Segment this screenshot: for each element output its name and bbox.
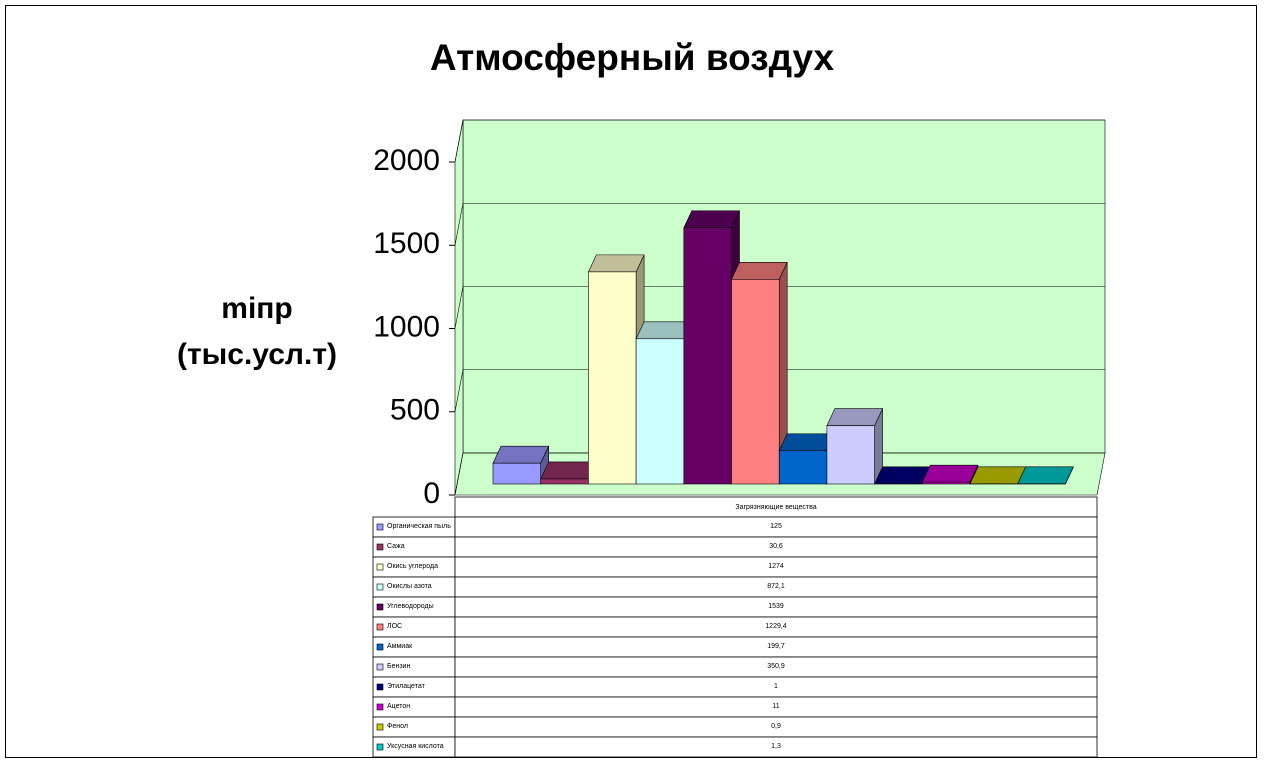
bar-top [587,254,645,273]
legend-label: Уксусная кислота [387,743,444,750]
y-axis-label: (тыс.усл.т) [177,338,337,371]
y-tick-label: 2000 [373,144,440,177]
legend-label: Органическая пыль [387,523,451,530]
bar [826,425,875,485]
legend-label: Этилацетат [387,683,426,690]
y-tick-label: 0 [423,477,440,510]
grid-line [454,286,1105,329]
grid-line [454,452,1105,496]
bar-top [1017,466,1074,485]
legend-key [376,583,384,591]
value-label: 199,7 [767,643,785,650]
bar [492,462,542,485]
table-cell [372,616,456,638]
chart-title: Атмосферный воздух [430,37,835,78]
y-tick-label: 1500 [373,227,440,260]
value-label: 350,9 [767,663,785,670]
legend-key [376,743,384,751]
value-label: 11 [772,703,779,710]
legend-label: ЛОС [387,623,402,630]
table-cell [372,636,456,658]
value-label: 1 [774,683,778,690]
legend-label: Бензин [387,663,410,670]
legend-key [376,643,384,651]
legend-key [376,663,384,671]
legend-key [376,703,384,711]
legend-key [376,563,384,571]
table-cell [454,736,1098,758]
bar [921,481,971,485]
legend-label: Окислы азота [387,583,432,590]
y-tick-label: 500 [390,394,440,427]
bar-top [492,445,550,464]
bar-top [778,433,836,452]
grid-line [454,202,1105,246]
legend-label: Окись углерода [387,563,438,570]
table-cell [372,656,456,678]
table-cell [372,716,456,738]
value-label: 1,3 [771,743,781,750]
legend-key [376,603,384,611]
bar-top [635,321,693,340]
legend-key [376,683,384,691]
bar-top [874,466,931,485]
y-axis-label: mіпр [221,292,292,325]
grid-line [454,369,1105,412]
category-label: Загрязняющие вещества [735,504,816,511]
legend-label: Аммиак [387,643,413,650]
value-label: 872,1 [767,583,785,590]
value-label: 0,9 [771,723,781,730]
bar-top [540,461,597,480]
table-cell [372,536,456,558]
bar [588,271,637,485]
legend-key [376,523,384,531]
bar-top [826,408,884,426]
bar [540,478,589,485]
bar-top [731,262,788,280]
bar [778,450,828,485]
legend-label: Углеводороды [387,603,434,610]
bar [635,338,685,485]
bar-top [969,466,1027,485]
value-label: 30,6 [769,543,783,550]
value-label: 1539 [768,603,784,610]
bar-top [683,210,740,229]
legend-key [376,723,384,731]
legend-label: Сажа [387,543,405,550]
value-label: 1274 [768,563,784,570]
y-tick-label: 1000 [373,310,440,343]
legend-key [376,623,384,631]
bar [683,227,732,485]
table-cell [372,696,456,718]
bar-top [921,464,979,483]
legend-key [376,543,384,551]
value-label: 1229,4 [765,623,787,630]
bar [731,279,780,485]
grid-line [454,119,1105,163]
legend-label: Фенол [387,723,408,730]
value-label: 125 [770,523,782,530]
legend-label: Ацетон [387,703,410,710]
